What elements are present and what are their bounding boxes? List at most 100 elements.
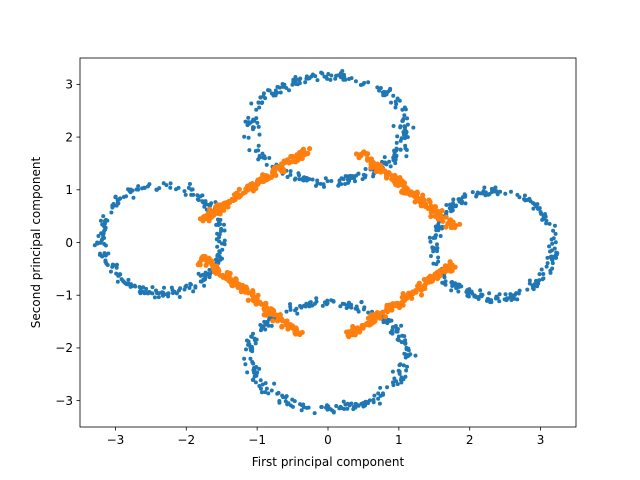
scatter-point-ring: [550, 261, 555, 266]
scatter-point-segment: [225, 204, 231, 210]
scatter-point-segment: [226, 278, 232, 284]
scatter-point-ring: [326, 404, 331, 409]
scatter-point-ring: [114, 265, 119, 270]
scatter-point-ring: [402, 334, 407, 339]
scatter-point-ring: [443, 279, 448, 284]
scatter-point-ring: [397, 363, 402, 368]
scatter-point-ring: [431, 261, 436, 266]
scatter-point-ring: [404, 147, 409, 152]
scatter-point-ring: [187, 181, 192, 186]
scatter-point-ring: [102, 228, 107, 233]
scatter-point-ring: [537, 272, 542, 277]
scatter-point-ring: [168, 181, 173, 186]
scatter-point-ring: [479, 292, 484, 297]
scatter-point-ring: [121, 278, 126, 283]
scatter-point-segment: [440, 218, 446, 224]
scatter-point-ring: [319, 404, 324, 409]
scatter-point-segment: [391, 179, 397, 185]
scatter-point-ring: [284, 394, 289, 399]
scatter-point-ring: [263, 156, 268, 161]
scatter-point-ring: [531, 287, 536, 292]
scatter-point-ring: [405, 364, 410, 369]
scatter-point-ring: [176, 185, 181, 190]
scatter-point-ring: [257, 155, 262, 160]
scatter-point-ring: [276, 390, 281, 395]
scatter-point-ring: [522, 193, 527, 198]
scatter-point-ring: [344, 306, 349, 311]
scatter-point-ring: [195, 197, 200, 202]
scatter-point-ring: [253, 380, 258, 385]
scatter-point-segment: [268, 310, 274, 316]
scatter-point-ring: [312, 411, 317, 416]
scatter-point-ring: [322, 300, 327, 305]
scatter-point-ring: [398, 147, 403, 152]
scatter-point-ring: [263, 327, 268, 332]
scatter-point-ring: [517, 195, 522, 200]
scatter-point-ring: [433, 246, 438, 251]
scatter-point-ring: [288, 307, 293, 312]
scatter-point-segment: [363, 151, 369, 157]
scatter-point-ring: [402, 339, 407, 344]
scatter-point-ring: [395, 327, 400, 332]
scatter-point-ring: [516, 291, 521, 296]
scatter-point-ring: [340, 68, 345, 73]
scatter-point-ring: [301, 177, 306, 182]
scatter-point-ring: [105, 218, 110, 223]
scatter-point-ring: [176, 288, 181, 293]
scatter-point-ring: [220, 247, 225, 252]
scatter-point-ring: [403, 124, 408, 129]
scatter-point-ring: [191, 192, 196, 197]
scatter-point-segment: [281, 160, 287, 166]
scatter-point-segment: [433, 209, 439, 215]
scatter-point-ring: [549, 237, 554, 242]
scatter-point-ring: [116, 273, 121, 278]
scatter-point-ring: [525, 287, 530, 292]
scatter-point-ring: [402, 351, 407, 356]
scatter-point-segment: [413, 289, 419, 295]
scatter-point-ring: [249, 101, 254, 106]
y-tick-label: −2: [55, 341, 73, 355]
scatter-point-ring: [261, 91, 266, 96]
scatter-point-ring: [254, 364, 259, 369]
scatter-point-ring: [217, 218, 222, 223]
scatter-point-ring: [188, 282, 193, 287]
scatter-point-ring: [376, 396, 381, 401]
scatter-point-ring: [325, 179, 330, 184]
scatter-point-ring: [541, 272, 546, 277]
scatter-point-ring: [111, 263, 116, 268]
scatter-point-ring: [282, 82, 287, 87]
scatter-point-ring: [304, 178, 309, 183]
scatter-point-ring: [115, 279, 120, 284]
scatter-point-ring: [376, 391, 381, 396]
scatter-point-ring: [100, 254, 105, 259]
scatter-point-ring: [154, 291, 159, 296]
scatter-point-ring: [204, 202, 209, 207]
scatter-point-ring: [215, 252, 220, 257]
scatter-point-segment: [286, 160, 292, 166]
scatter-point-ring: [326, 72, 331, 77]
scatter-point-ring: [278, 90, 283, 95]
scatter-point-ring: [257, 132, 262, 137]
scatter-point-ring: [359, 300, 364, 305]
scatter-point-ring: [388, 164, 393, 169]
scatter-point-ring: [221, 222, 226, 227]
scatter-point-segment: [428, 204, 434, 210]
scatter-point-ring: [353, 79, 358, 84]
scatter-point-ring: [354, 402, 359, 407]
scatter-point-ring: [243, 362, 248, 367]
scatter-point-ring: [310, 303, 315, 308]
scatter-point-ring: [553, 231, 558, 236]
scatter-point-ring: [380, 391, 385, 396]
scatter-point-ring: [444, 211, 449, 216]
scatter-point-ring: [170, 291, 175, 296]
scatter-point-ring: [392, 376, 397, 381]
scatter-point-ring: [484, 298, 489, 303]
scatter-point-ring: [375, 85, 380, 90]
scatter-point-ring: [314, 296, 319, 301]
scatter-point-segment: [365, 156, 371, 162]
scatter-point-ring: [266, 391, 271, 396]
scatter-point-ring: [511, 294, 516, 299]
scatter-point-ring: [213, 257, 218, 262]
